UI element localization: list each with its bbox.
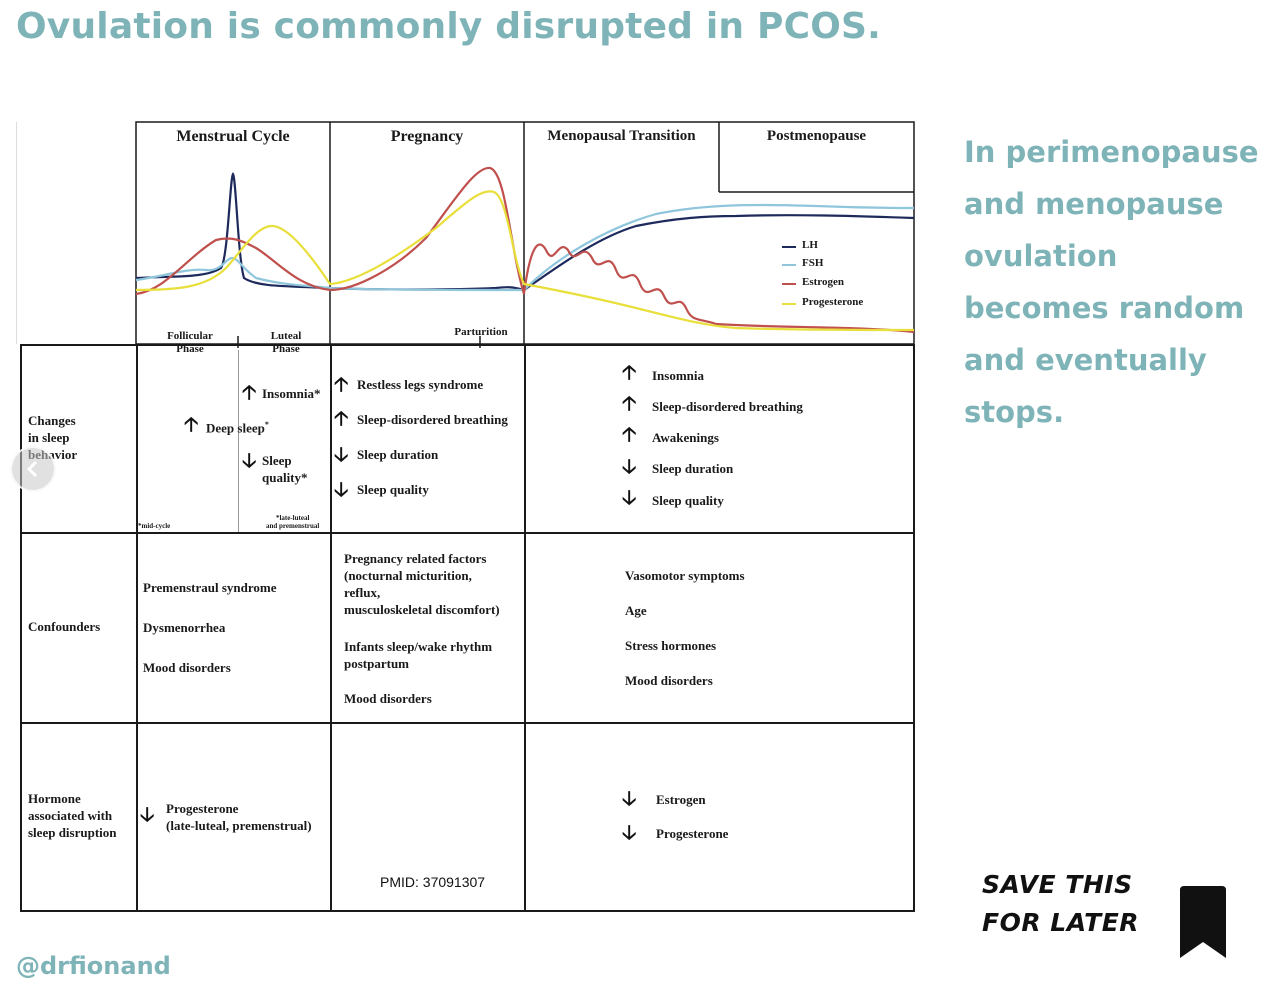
preg-sleep-item: Sleep duration bbox=[357, 447, 439, 462]
up-arrow-icon: 🡡 bbox=[334, 406, 349, 430]
progesterone-curve bbox=[135, 190, 915, 332]
sleep-hormone-figure: Menstrual Cycle Pregnancy Menopausal Tra… bbox=[16, 118, 920, 916]
grid-line bbox=[524, 344, 526, 912]
down-arrow-icon: 🡣 bbox=[334, 442, 349, 466]
down-arrow-icon: 🡣 bbox=[242, 448, 257, 472]
sleep-quality-label: Sleep quality* bbox=[262, 453, 308, 485]
up-arrow-icon: 🡡 bbox=[622, 391, 637, 415]
meno-sleep-item: Sleep quality bbox=[652, 493, 724, 508]
down-arrow-icon: 🡣 bbox=[622, 786, 637, 810]
grid-line-dashed bbox=[238, 350, 239, 532]
down-arrow-icon: 🡣 bbox=[140, 802, 155, 826]
hormone-menopause-item: Progesterone bbox=[656, 826, 729, 841]
hormone-curves bbox=[16, 121, 915, 348]
up-arrow-icon: 🡡 bbox=[334, 372, 349, 396]
meno-sleep-item: Sleep duration bbox=[652, 461, 734, 476]
save-cta: SAVE THIS FOR LATER bbox=[982, 866, 1139, 942]
legend-swatch-lh bbox=[782, 246, 796, 248]
note-late-luteal: *late-luteal and premenstrual bbox=[266, 514, 320, 530]
up-arrow-icon: 🡡 bbox=[622, 422, 637, 446]
grid-line bbox=[20, 344, 914, 346]
legend-estrogen: Estrogen bbox=[802, 276, 844, 288]
confounder-pregnancy-factors: Pregnancy related factors (nocturnal mic… bbox=[344, 551, 500, 617]
grid-line bbox=[913, 344, 915, 912]
phase-parturition: Parturition bbox=[454, 326, 508, 338]
legend-swatch-progesterone bbox=[782, 303, 796, 305]
pmid-citation: PMID: 37091307 bbox=[380, 874, 486, 890]
estrogen-curve bbox=[135, 166, 915, 334]
down-arrow-icon: 🡣 bbox=[334, 477, 349, 501]
grid-line bbox=[20, 532, 914, 534]
chevron-left-icon bbox=[26, 460, 38, 478]
confounder-item: Dysmenorrhea bbox=[143, 620, 226, 635]
phase-luteal: Luteal Phase bbox=[270, 330, 302, 355]
down-arrow-icon: 🡣 bbox=[622, 485, 637, 509]
column-menopausal-transition: Menopausal Transition bbox=[547, 128, 696, 144]
grid-line bbox=[20, 910, 914, 912]
note-midcycle: *mid-cycle bbox=[138, 522, 171, 530]
meno-sleep-item: Awakenings bbox=[652, 430, 719, 445]
legend-progesterone: Progesterone bbox=[802, 296, 864, 308]
grid-line bbox=[136, 344, 138, 912]
meno-sleep-item: Sleep-disordered breathing bbox=[652, 399, 803, 414]
headline: Ovulation is commonly disrupted in PCOS. bbox=[16, 6, 882, 47]
bookmark-icon[interactable] bbox=[1176, 884, 1230, 962]
confounder-item: Age bbox=[625, 603, 647, 618]
row-label-hormone: Hormone associated with sleep disruption bbox=[28, 791, 117, 840]
down-arrow-icon: 🡣 bbox=[622, 820, 637, 844]
up-arrow-icon: 🡡 bbox=[242, 380, 257, 404]
column-menstrual-cycle: Menstrual Cycle bbox=[176, 128, 290, 145]
confounder-item: Vasomotor symptoms bbox=[625, 568, 745, 583]
meno-sleep-item: Insomnia bbox=[652, 368, 705, 383]
phase-follicular: Follicular Phase bbox=[167, 330, 213, 355]
up-arrow-icon: 🡡 bbox=[184, 412, 199, 436]
row-label-confounders: Confounders bbox=[28, 619, 101, 634]
previous-slide-button[interactable] bbox=[10, 446, 56, 492]
author-handle: @drfionand bbox=[16, 952, 171, 980]
preg-sleep-item: Sleep quality bbox=[357, 482, 429, 497]
grid-line bbox=[330, 344, 332, 912]
save-cta-line1: SAVE THIS bbox=[982, 870, 1133, 899]
side-caption: In perimenopause and menopause ovulation… bbox=[964, 135, 1259, 429]
hormone-menopause-item: Estrogen bbox=[656, 792, 706, 807]
confounder-pregnancy-mood: Mood disorders bbox=[344, 691, 432, 706]
legend-swatch-estrogen bbox=[782, 283, 796, 285]
confounder-item: Mood disorders bbox=[143, 660, 231, 675]
legend-fsh: FSH bbox=[802, 257, 824, 269]
down-arrow-icon: 🡣 bbox=[622, 454, 637, 478]
legend-swatch-fsh bbox=[782, 264, 796, 266]
hormone-menstrual: Progesterone (late-luteal, premenstrual) bbox=[166, 801, 312, 833]
save-cta-line2: FOR LATER bbox=[982, 908, 1140, 937]
column-postmenopause: Postmenopause bbox=[766, 128, 867, 144]
confounder-item: Premenstraul syndrome bbox=[143, 580, 277, 595]
confounder-item: Mood disorders bbox=[625, 673, 713, 688]
grid-line bbox=[20, 344, 22, 912]
grid-line bbox=[20, 722, 914, 724]
confounder-infants: Infants sleep/wake rhythm postpartum bbox=[344, 639, 493, 671]
preg-sleep-item: Sleep-disordered breathing bbox=[357, 412, 508, 427]
deep-sleep-label: Deep sleep* bbox=[206, 420, 269, 436]
legend-lh: LH bbox=[802, 239, 818, 251]
column-pregnancy: Pregnancy bbox=[390, 128, 464, 145]
up-arrow-icon: 🡡 bbox=[622, 360, 637, 384]
insomnia-label: Insomnia* bbox=[262, 386, 321, 401]
fsh-curve bbox=[135, 203, 915, 292]
preg-sleep-item: Restless legs syndrome bbox=[357, 377, 484, 392]
confounder-item: Stress hormones bbox=[625, 638, 717, 653]
